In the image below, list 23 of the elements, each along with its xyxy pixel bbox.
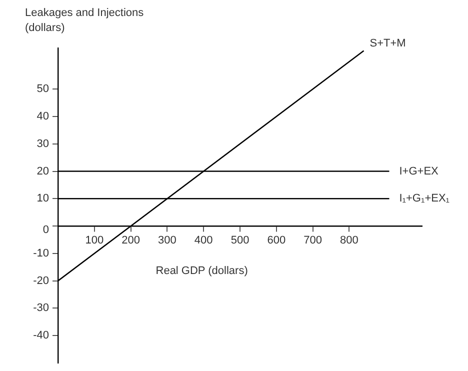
x-tick-label: 600 xyxy=(267,234,286,247)
y-tick-label: 50 xyxy=(36,83,49,96)
y-tick-label: 30 xyxy=(36,138,49,150)
y-tick-label: 20 xyxy=(36,165,49,178)
x-tick-label: 100 xyxy=(85,234,104,247)
y-tick-label: -30 xyxy=(33,302,49,314)
y-tick-label: -20 xyxy=(33,274,49,287)
y-tick-label: 10 xyxy=(36,192,49,205)
x-tick-label: 800 xyxy=(340,234,358,247)
series-label: I+G+EX xyxy=(399,165,440,178)
x-tick-label: 300 xyxy=(158,234,176,247)
y-tick-label: 40 xyxy=(36,110,49,123)
y-axis-title: Leakages and Injections (dollars) xyxy=(25,7,144,34)
x-axis-title: Real GDP (dollars) xyxy=(156,265,248,278)
series-label: S+T+M xyxy=(370,37,406,50)
series-label: I₁+G₁+EX₁ xyxy=(399,192,450,205)
y-tick-label: -40 xyxy=(33,330,49,342)
x-tick-label: 500 xyxy=(230,234,250,247)
x-tick-label: 200 xyxy=(122,234,140,247)
x-tick-label: 700 xyxy=(304,234,322,247)
x-tick-label: 400 xyxy=(194,234,213,247)
y-tick-label: -10 xyxy=(33,247,49,260)
y-tick-label: 0 xyxy=(42,224,49,236)
